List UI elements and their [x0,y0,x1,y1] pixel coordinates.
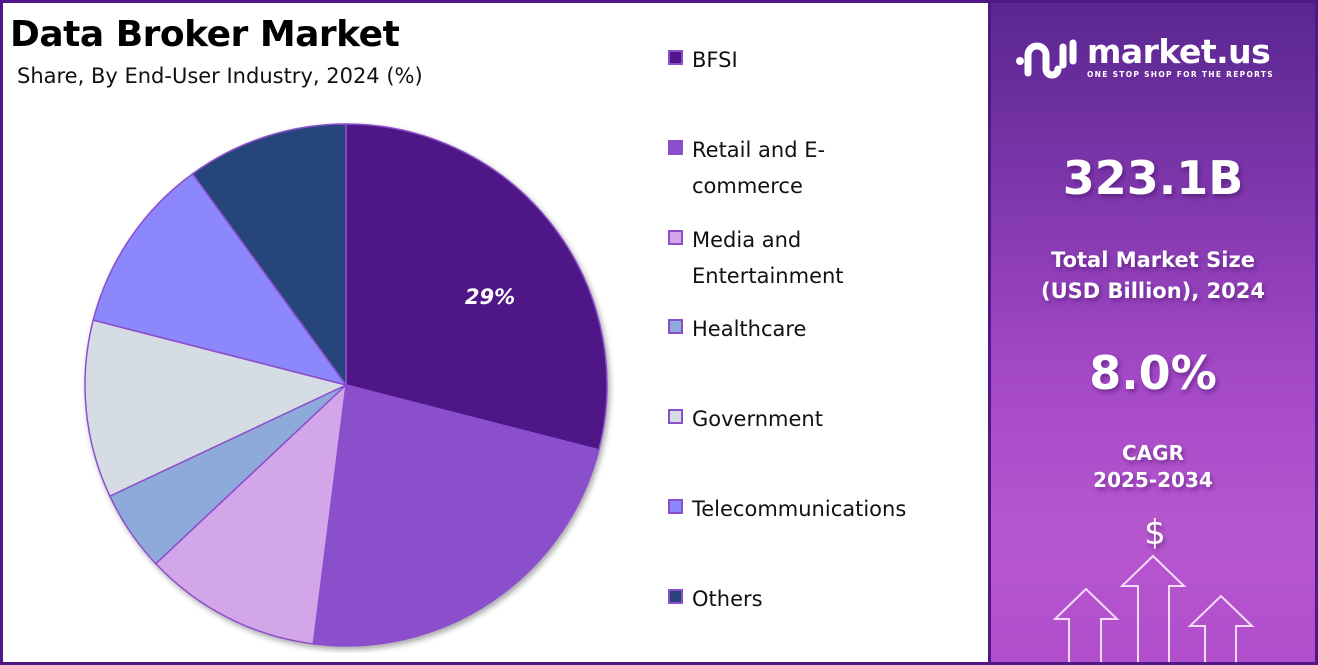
pie-slice-telecommunications [92,172,348,387]
legend-item-others: Others [668,583,763,617]
legend-item-retail: Retail and E- commerce [668,134,825,204]
market-us-logo-icon [1016,39,1077,79]
cagr-value: 8.0% [1089,346,1217,400]
market-size-value: 323.1B [1062,151,1244,205]
legend-swatch [668,589,683,604]
legend-swatch [668,230,683,245]
pie-slice-bfsi [345,123,608,451]
legend-swatch [668,140,683,155]
legend-swatch [668,319,683,334]
pie-slice-government [84,319,349,498]
summary-panel: market.us ONE STOP SHOP FOR THE REPORTS … [988,0,1318,665]
cagr-label-line2: 2025-2034 [1093,468,1213,492]
market-size-label-line2: (USD Billion), 2024 [1040,279,1266,303]
logo-tagline: ONE STOP SHOP FOR THE REPORTS [1087,70,1274,79]
legend-item-healthcare: Healthcare [668,313,806,347]
brand-logo: market.us ONE STOP SHOP FOR THE REPORTS [1015,33,1274,81]
pie-slice-others [191,123,347,388]
legend-swatch [668,409,683,424]
chart-subtitle: Share, By End-User Industry, 2024 (%) [17,64,423,88]
pie-chart: 29% [84,123,608,647]
legend-swatch [668,50,683,65]
legend-item-media: Media and Entertainment [668,224,844,294]
pie-slice-retail-and-e-commerce [312,384,600,647]
dollar-icon: $ [1144,513,1166,553]
pie-slice-media-and-entertainment [154,383,348,645]
legend-item-bfsi: BFSI [668,44,738,78]
logo-name: market.us [1087,32,1271,71]
legend-item-government: Government [668,403,823,437]
legend-item-telecommunications: Telecommunications [668,493,906,527]
growth-arrows-icon [1052,554,1255,662]
cagr-label-line1: CAGR [1122,441,1184,465]
chart-title: Data Broker Market [10,14,400,55]
market-size-label-line1: Total Market Size [1051,248,1255,272]
pie-data-label-bfsi: 29% [465,285,515,309]
legend-swatch [668,499,683,514]
